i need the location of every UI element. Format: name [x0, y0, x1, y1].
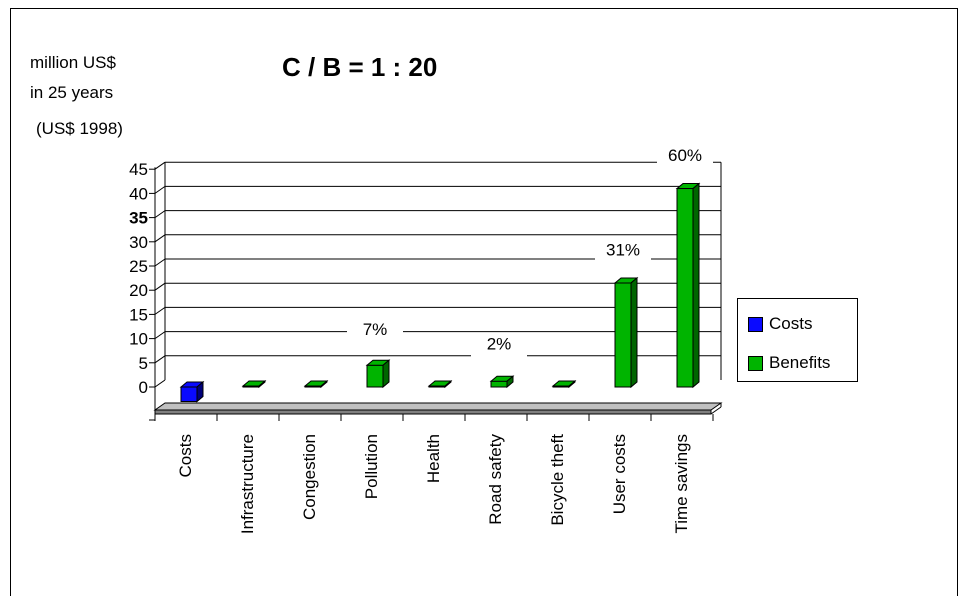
y-tick-label-10: 10	[129, 330, 148, 349]
x-tick-label-health: Health	[424, 434, 443, 483]
y-tick-label-25: 25	[129, 257, 148, 276]
annotation-road-safety: 2%	[487, 335, 512, 354]
floor-top	[153, 402, 723, 411]
legend: Costs Benefits	[737, 298, 858, 382]
annotation-bg-road-safety	[471, 332, 527, 357]
y-tick-label-35: 35	[129, 209, 148, 228]
bar-benefits-health	[427, 379, 453, 389]
legend-item-costs: Costs	[748, 314, 812, 334]
x-tick-label-road-safety: Road safety	[486, 434, 505, 525]
x-tick-label-time-savings: Time savings	[672, 434, 691, 534]
x-tick-label-costs: Costs	[176, 434, 195, 477]
bar-benefits-bicycle-theft	[551, 379, 577, 389]
legend-label-costs: Costs	[769, 314, 813, 333]
floor-front	[154, 409, 712, 415]
x-tick-label-congestion: Congestion	[300, 434, 319, 520]
y-side-line-40	[154, 185, 166, 194]
y-axis-unit-line-1: million US$	[30, 53, 116, 72]
bar-benefits-time-savings	[675, 182, 701, 389]
y-axis-unit-line-2: in 25 years	[30, 83, 114, 102]
legend-label-benefits: Benefits	[769, 353, 831, 372]
annotation-user-costs: 31%	[606, 240, 640, 259]
annotation-bg-time-savings	[657, 143, 713, 168]
x-tick-label-pollution: Pollution	[362, 434, 381, 499]
y-side-line-25	[154, 258, 166, 267]
floor-side	[710, 406, 722, 415]
bar-benefits-pollution	[365, 359, 391, 389]
y-tick-label-30: 30	[129, 233, 148, 252]
legend-swatch-costs	[748, 316, 763, 332]
y-tick-label-45: 45	[129, 160, 148, 179]
y-axis-unit-line-3: (US$ 1998)	[36, 119, 123, 138]
y-side-line-20	[154, 282, 166, 291]
bar-benefits-road-safety	[489, 375, 515, 389]
y-side-line-0	[154, 379, 166, 388]
y-side-line-35	[154, 210, 166, 219]
legend-swatch-benefits	[748, 355, 763, 371]
x-tick-label-user-costs: User costs	[610, 434, 629, 514]
annotation-pollution: 7%	[363, 320, 388, 339]
annotation-time-savings: 60%	[668, 146, 702, 165]
y-side-line-45	[154, 161, 166, 170]
y-tick-label-5: 5	[139, 354, 148, 373]
y-side-line-30	[154, 234, 166, 243]
y-tick-label-15: 15	[129, 305, 148, 324]
y-side-line-15	[154, 306, 166, 315]
bar-benefits-congestion	[303, 379, 329, 389]
y-tick-label-0: 0	[139, 378, 148, 397]
x-tick-label-infrastructure: Infrastructure	[238, 434, 257, 534]
chart-title: C / B = 1 : 20	[282, 52, 438, 82]
legend-item-benefits: Benefits	[748, 353, 830, 373]
annotation-bg-pollution	[347, 318, 403, 343]
bar-benefits-user-costs	[613, 276, 639, 389]
y-tick-label-20: 20	[129, 281, 148, 300]
y-side-line-10	[154, 331, 166, 340]
bar-benefits-infrastructure	[241, 379, 267, 389]
x-tick-label-bicycle-theft: Bicycle theft	[548, 434, 567, 526]
bar-costs-costs	[179, 380, 205, 403]
y-tick-label-40: 40	[129, 184, 148, 203]
annotation-bg-user-costs	[595, 238, 651, 263]
y-side-line-5	[154, 355, 166, 364]
